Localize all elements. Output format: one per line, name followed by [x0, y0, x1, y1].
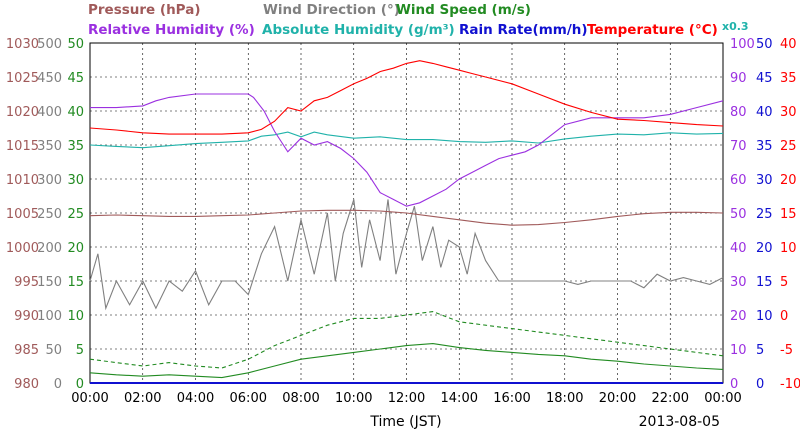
y-tick-label-rain_rate: 10 [756, 309, 773, 324]
y-tick-label-wind_speed: 40 [67, 105, 84, 120]
series-line-relative-humidity [90, 93, 724, 207]
y-tick-label-wind_speed: 45 [67, 71, 84, 86]
y-tick-label-wind_direction: 250 [37, 207, 62, 222]
y-tick-label-pressure: 980 [14, 377, 39, 392]
y-tick-label-temperature: -10 [780, 377, 800, 392]
y-tick-label-humidity: 30 [730, 275, 747, 290]
y-tick-label-wind_direction: 400 [37, 105, 62, 120]
x-tick-label: 16:00 [493, 391, 530, 406]
y-tick-label-temperature: 25 [780, 139, 797, 154]
legend-entry: Absolute Humidity (g/m³) [262, 22, 455, 38]
y-tick-label-pressure: 1025 [6, 71, 39, 86]
y-tick-label-wind_speed: 0 [76, 377, 84, 392]
x-tick-label: 06:00 [230, 391, 267, 406]
y-tick-label-rain_rate: 35 [756, 139, 773, 154]
legend-entry: Rain Rate(mm/h) [459, 22, 588, 38]
y-tick-label-wind_speed: 20 [67, 241, 84, 256]
y-tick-label-wind_direction: 200 [37, 241, 62, 256]
y-tick-label-pressure: 1005 [6, 207, 39, 222]
y-tick-label-humidity: 10 [730, 343, 747, 358]
y-tick-label-temperature: 35 [780, 71, 797, 86]
legend-entry: Temperature (°C) [587, 22, 718, 38]
x-tick-label: 00:00 [71, 391, 108, 406]
y-tick-label-pressure: 1015 [6, 139, 39, 154]
legend-entry: Relative Humidity (%) [88, 22, 255, 38]
y-tick-label-wind_direction: 100 [37, 309, 62, 324]
y-tick-label-temperature: 15 [780, 207, 797, 222]
y-tick-label-rain_rate: 0 [756, 377, 764, 392]
y-tick-label-temperature: 30 [780, 105, 797, 120]
x-tick-label: 14:00 [441, 391, 478, 406]
x-tick-label: 02:00 [124, 391, 161, 406]
y-tick-label-temperature: 40 [780, 37, 797, 52]
y-tick-label-pressure: 1030 [6, 37, 39, 52]
y-tick-label-wind_speed: 50 [67, 37, 84, 52]
series-line-absolute-humidity-g-m [89, 131, 724, 149]
y-tick-label-pressure: 985 [14, 343, 39, 358]
y-tick-label-wind_direction: 350 [37, 139, 62, 154]
y-tick-label-humidity: 0 [730, 377, 738, 392]
legend-entry: Pressure (hPa) [88, 2, 201, 18]
y-tick-label-wind_direction: 500 [37, 37, 62, 52]
y-tick-label-wind_speed: 15 [67, 275, 84, 290]
x-axis-label: Time (JST) [369, 414, 441, 430]
y-tick-label-humidity: 20 [730, 309, 747, 324]
series-line-wind-gust-m-s [89, 311, 724, 369]
y-tick-label-wind_speed: 30 [67, 173, 84, 188]
y-tick-label-humidity: 60 [730, 173, 747, 188]
y-tick-label-humidity: 50 [730, 207, 747, 222]
y-tick-label-wind_direction: 0 [54, 377, 62, 392]
x-tick-label: 12:00 [388, 391, 425, 406]
legend-entry: Wind Direction (°) [263, 2, 400, 18]
legend-entry: Wind Speed (m/s) [396, 2, 531, 18]
x-tick-label: 18:00 [546, 391, 583, 406]
y-tick-label-wind_direction: 300 [37, 173, 62, 188]
x-tick-label: 20:00 [599, 391, 636, 406]
y-tick-label-pressure: 995 [14, 275, 39, 290]
y-tick-label-rain_rate: 50 [756, 37, 773, 52]
x-tick-label: 08:00 [282, 391, 319, 406]
y-tick-label-rain_rate: 5 [756, 343, 764, 358]
y-tick-label-pressure: 990 [14, 309, 39, 324]
y-tick-label-rain_rate: 20 [756, 241, 773, 256]
x-tick-label: 00:00 [704, 391, 741, 406]
y-tick-label-humidity: 100 [730, 37, 755, 52]
y-tick-label-pressure: 1000 [6, 241, 39, 256]
y-tick-label-temperature: 5 [780, 275, 788, 290]
y-tick-label-pressure: 1020 [6, 105, 39, 120]
y-tick-label-wind_speed: 10 [67, 309, 84, 324]
legend-entry-scale: x0.3 [722, 20, 749, 33]
y-tick-label-rain_rate: 30 [756, 173, 773, 188]
x-tick-label: 04:00 [177, 391, 214, 406]
y-tick-label-wind_direction: 450 [37, 71, 62, 86]
y-tick-label-rain_rate: 25 [756, 207, 773, 222]
y-tick-label-rain_rate: 45 [756, 71, 773, 86]
y-tick-label-humidity: 90 [730, 71, 747, 86]
x-tick-label: 10:00 [335, 391, 372, 406]
series-line-pressure-hpa [89, 209, 724, 226]
y-tick-label-humidity: 80 [730, 105, 747, 120]
y-tick-label-temperature: 20 [780, 173, 797, 188]
y-tick-label-rain_rate: 40 [756, 105, 773, 120]
x-tick-label: 22:00 [652, 391, 689, 406]
y-tick-label-temperature: 0 [780, 309, 788, 324]
series-line-wind-direction [89, 199, 724, 311]
y-tick-label-wind_speed: 5 [76, 343, 84, 358]
y-tick-label-rain_rate: 15 [756, 275, 773, 290]
y-tick-label-wind_direction: 150 [37, 275, 62, 290]
y-tick-label-wind_direction: 50 [45, 343, 62, 358]
y-tick-label-temperature: -5 [780, 343, 793, 358]
y-tick-label-humidity: 40 [730, 241, 747, 256]
series-line-wind-speed-m-s [89, 343, 724, 379]
y-tick-label-humidity: 70 [730, 139, 747, 154]
chart-date: 2013-08-05 [639, 414, 720, 430]
y-tick-label-pressure: 1010 [6, 173, 39, 188]
y-tick-label-wind_speed: 25 [67, 207, 84, 222]
series-line-temperature-c [89, 60, 724, 135]
y-tick-label-temperature: 10 [780, 241, 797, 256]
y-tick-label-wind_speed: 35 [67, 139, 84, 154]
